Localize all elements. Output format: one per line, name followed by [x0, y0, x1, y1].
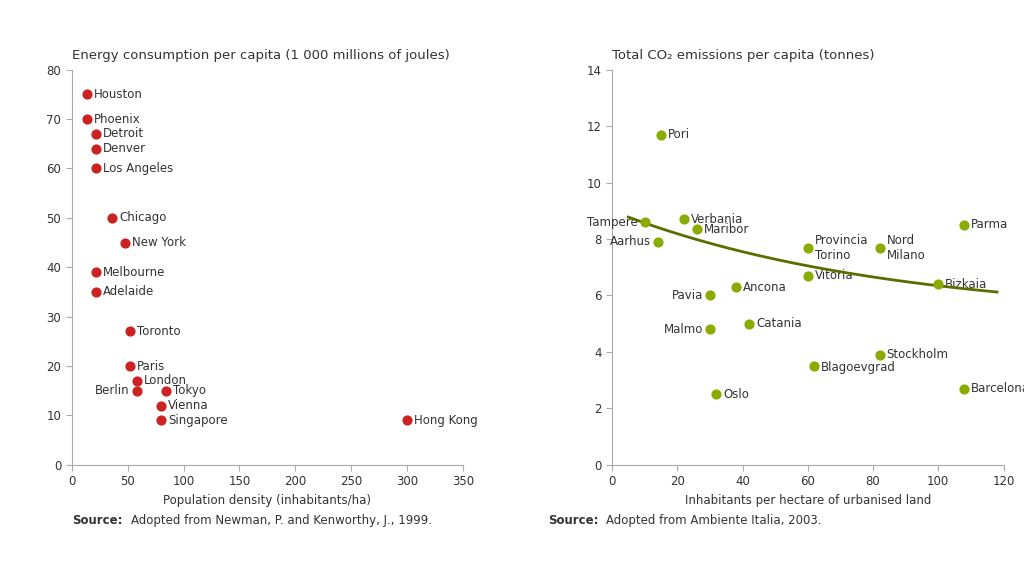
Point — [701, 291, 718, 300]
Point — [79, 89, 95, 99]
Text: Source:: Source: — [548, 514, 598, 527]
Point — [800, 271, 816, 281]
Text: Malmo: Malmo — [664, 323, 702, 336]
Point — [399, 415, 416, 425]
Text: Oslo: Oslo — [723, 388, 750, 401]
Point — [153, 401, 169, 410]
Text: Stockholm: Stockholm — [887, 348, 948, 361]
Text: Ancona: Ancona — [743, 281, 786, 293]
Point — [158, 386, 174, 395]
Text: Tampere: Tampere — [587, 216, 638, 228]
Text: Houston: Houston — [94, 88, 143, 101]
Text: Paris: Paris — [137, 360, 165, 372]
Point — [649, 237, 666, 246]
Point — [88, 144, 104, 153]
Point — [88, 164, 104, 173]
Text: Catania: Catania — [756, 317, 802, 330]
Point — [88, 287, 104, 296]
Point — [871, 350, 888, 360]
X-axis label: Population density (inhabitants/ha): Population density (inhabitants/ha) — [164, 494, 372, 507]
Point — [122, 327, 138, 336]
Text: Vitoria: Vitoria — [815, 269, 853, 282]
Text: Aarhus: Aarhus — [609, 235, 650, 248]
Point — [153, 415, 169, 425]
Point — [88, 267, 104, 277]
Text: Detroit: Detroit — [103, 127, 144, 141]
Text: Nord
Milano: Nord Milano — [887, 234, 926, 261]
X-axis label: Inhabitants per hectare of urbanised land: Inhabitants per hectare of urbanised lan… — [685, 494, 931, 507]
Text: Adelaide: Adelaide — [103, 285, 155, 299]
Point — [701, 325, 718, 334]
Point — [103, 213, 120, 223]
Point — [122, 361, 138, 371]
Text: Adopted from Ambiente Italia, 2003.: Adopted from Ambiente Italia, 2003. — [606, 514, 821, 527]
Point — [956, 220, 973, 229]
Text: Melbourne: Melbourne — [103, 266, 166, 279]
Text: Tokyo: Tokyo — [173, 384, 206, 397]
Text: Toronto: Toronto — [137, 325, 180, 338]
Text: Denver: Denver — [103, 142, 146, 155]
Point — [709, 390, 725, 399]
Point — [728, 282, 744, 292]
Text: Provincia
Torino: Provincia Torino — [815, 234, 868, 261]
Point — [128, 386, 144, 395]
Text: Pavia: Pavia — [672, 289, 702, 302]
Text: Energy consumption per capita (1 000 millions of joules): Energy consumption per capita (1 000 mil… — [72, 49, 450, 62]
Text: Blagoevgrad: Blagoevgrad — [821, 361, 896, 374]
Point — [956, 384, 973, 393]
Text: Verbania: Verbania — [691, 213, 743, 226]
Point — [637, 217, 653, 227]
Text: Total CO₂ emissions per capita (tonnes): Total CO₂ emissions per capita (tonnes) — [612, 49, 874, 62]
Point — [800, 243, 816, 252]
Text: Singapore: Singapore — [168, 414, 227, 427]
Point — [930, 279, 946, 289]
Text: Maribor: Maribor — [703, 223, 750, 236]
Text: New York: New York — [132, 236, 186, 249]
Point — [740, 319, 757, 328]
Text: London: London — [143, 374, 186, 388]
Point — [688, 224, 705, 234]
Point — [128, 376, 144, 386]
Text: Bizkaia: Bizkaia — [945, 278, 987, 290]
Point — [871, 243, 888, 252]
Point — [806, 361, 822, 371]
Text: Berlin: Berlin — [95, 384, 130, 397]
Point — [79, 114, 95, 124]
Text: Los Angeles: Los Angeles — [103, 162, 173, 175]
Point — [676, 214, 692, 224]
Point — [88, 129, 104, 138]
Text: Source:: Source: — [72, 514, 122, 527]
Point — [117, 238, 133, 247]
Text: Vienna: Vienna — [168, 399, 209, 412]
Text: Hong Kong: Hong Kong — [415, 414, 478, 427]
Text: Adopted from Newman, P. and Kenworthy, J., 1999.: Adopted from Newman, P. and Kenworthy, J… — [131, 514, 432, 527]
Text: Barcelona: Barcelona — [972, 382, 1024, 395]
Text: Phoenix: Phoenix — [94, 113, 141, 125]
Text: Pori: Pori — [668, 128, 690, 141]
Point — [652, 130, 669, 139]
Text: Chicago: Chicago — [119, 211, 166, 224]
Text: Parma: Parma — [972, 218, 1009, 231]
